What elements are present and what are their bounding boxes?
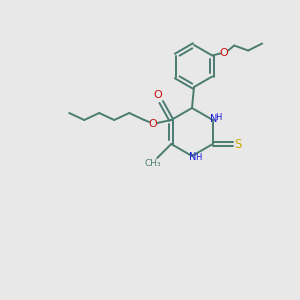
Text: H: H [216, 113, 222, 122]
Text: O: O [220, 47, 229, 58]
Text: O: O [149, 119, 158, 129]
Text: O: O [154, 90, 163, 100]
Text: S: S [234, 137, 242, 151]
Text: H: H [195, 154, 201, 163]
Text: N: N [210, 114, 218, 124]
Text: N: N [189, 152, 197, 162]
Text: CH₃: CH₃ [145, 160, 161, 169]
